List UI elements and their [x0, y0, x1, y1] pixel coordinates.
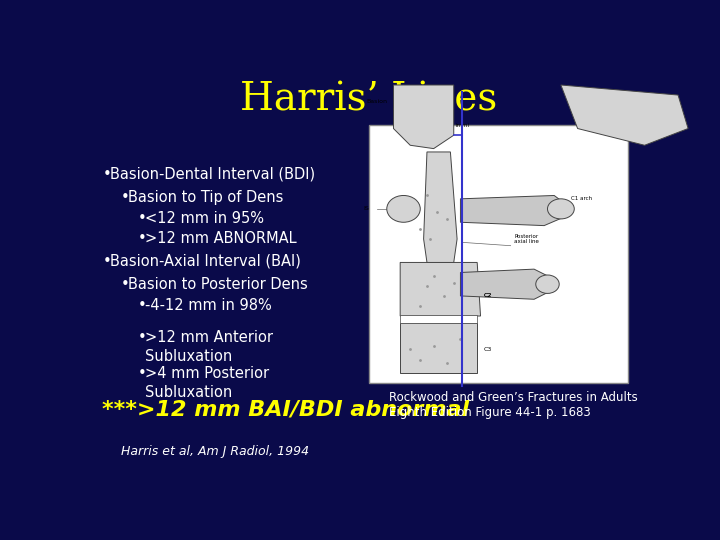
- Text: C2: C2: [484, 293, 492, 299]
- Polygon shape: [461, 195, 567, 226]
- Text: Posterior
axial line: Posterior axial line: [514, 234, 539, 245]
- Text: -4-12 mm in 98%: -4-12 mm in 98%: [145, 299, 271, 314]
- Text: Basion-Axial Interval (BAI): Basion-Axial Interval (BAI): [109, 254, 300, 269]
- Polygon shape: [561, 85, 688, 145]
- Text: ***>12 mm BAI/BDI abnormal: ***>12 mm BAI/BDI abnormal: [102, 400, 469, 420]
- Text: •: •: [138, 330, 147, 345]
- Text: >12 mm Anterior
Subluxation: >12 mm Anterior Subluxation: [145, 330, 273, 363]
- Text: •: •: [138, 231, 147, 246]
- Text: immi: immi: [456, 123, 469, 128]
- Text: Basion to Posterior Dens: Basion to Posterior Dens: [128, 277, 307, 292]
- Text: C3: C3: [484, 347, 492, 352]
- Text: <12 mm in 95%: <12 mm in 95%: [145, 211, 264, 226]
- Bar: [369, 125, 629, 383]
- Text: Basion-Dental Interval (BDI): Basion-Dental Interval (BDI): [109, 167, 315, 181]
- Text: •: •: [121, 277, 130, 292]
- Polygon shape: [394, 85, 454, 148]
- Text: •: •: [121, 190, 130, 205]
- Ellipse shape: [536, 275, 559, 293]
- Text: •: •: [138, 366, 147, 381]
- Ellipse shape: [547, 199, 575, 219]
- Text: Harris’ Lines: Harris’ Lines: [240, 82, 498, 119]
- Ellipse shape: [387, 195, 420, 222]
- Text: •: •: [102, 167, 111, 181]
- Text: Basion to Tip of Dens: Basion to Tip of Dens: [128, 190, 283, 205]
- Text: Rockwood and Green’s Fractures in Adults
Eighth Edition Figure 44-1 p. 1683: Rockwood and Green’s Fractures in Adults…: [389, 391, 637, 419]
- Text: IS: IS: [364, 206, 369, 211]
- Polygon shape: [400, 262, 480, 316]
- Text: Harris et al, Am J Radiol, 1994: Harris et al, Am J Radiol, 1994: [121, 445, 309, 458]
- Text: C1 arch: C1 arch: [571, 197, 592, 201]
- Text: •: •: [102, 254, 111, 269]
- Polygon shape: [423, 152, 457, 262]
- Polygon shape: [461, 269, 554, 299]
- Bar: [400, 315, 477, 323]
- Text: >12 mm ABNORMAL: >12 mm ABNORMAL: [145, 231, 297, 246]
- Text: >4 mm Posterior
Subluxation: >4 mm Posterior Subluxation: [145, 366, 269, 400]
- Polygon shape: [400, 323, 477, 373]
- Text: C2: C2: [484, 293, 492, 299]
- Text: •: •: [138, 211, 147, 226]
- Text: Basion: Basion: [366, 99, 387, 104]
- Text: •: •: [138, 299, 147, 314]
